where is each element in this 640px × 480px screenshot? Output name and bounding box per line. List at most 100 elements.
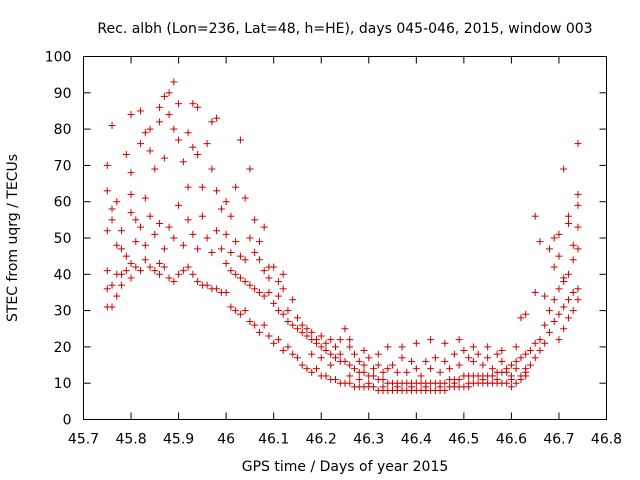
data-point xyxy=(346,343,354,351)
data-point xyxy=(141,194,149,202)
data-point xyxy=(279,310,287,318)
data-point xyxy=(156,219,164,227)
data-point xyxy=(331,376,339,384)
data-point xyxy=(569,288,577,296)
data-point xyxy=(427,365,435,373)
data-point xyxy=(374,350,382,358)
data-point xyxy=(431,354,439,362)
data-point xyxy=(446,365,454,373)
data-point xyxy=(531,354,539,362)
data-point xyxy=(246,165,254,173)
data-point xyxy=(203,281,211,289)
data-point xyxy=(246,234,254,242)
x-tick-label: 46.2 xyxy=(306,432,337,448)
data-point xyxy=(127,209,135,217)
data-point xyxy=(251,216,259,224)
data-point xyxy=(308,350,316,358)
y-tick-label: 10 xyxy=(54,376,72,392)
data-point xyxy=(517,314,525,322)
data-point xyxy=(574,245,582,253)
data-point xyxy=(455,376,463,384)
data-point xyxy=(298,321,306,329)
data-point xyxy=(545,328,553,336)
data-point xyxy=(113,292,121,300)
data-point xyxy=(569,307,577,315)
data-point xyxy=(298,328,306,336)
data-point xyxy=(541,339,549,347)
data-point xyxy=(564,212,572,220)
data-point xyxy=(189,143,197,151)
data-point xyxy=(279,285,287,293)
data-point xyxy=(331,354,339,362)
y-tick-label: 0 xyxy=(63,413,72,429)
data-point xyxy=(560,303,568,311)
data-point xyxy=(118,270,126,278)
x-tick-label: 45.9 xyxy=(163,432,194,448)
data-point xyxy=(255,238,263,246)
x-tick-label: 46.5 xyxy=(448,432,479,448)
data-point xyxy=(422,357,430,365)
data-point xyxy=(574,285,582,293)
data-point xyxy=(227,303,235,311)
data-point xyxy=(450,350,458,358)
data-point xyxy=(274,292,282,300)
data-point xyxy=(255,256,263,264)
data-point xyxy=(465,379,473,387)
data-point xyxy=(455,336,463,344)
data-point xyxy=(170,125,178,133)
data-point xyxy=(127,190,135,198)
data-point xyxy=(236,252,244,260)
data-point xyxy=(317,354,325,362)
data-point xyxy=(170,278,178,286)
data-point xyxy=(450,379,458,387)
data-point xyxy=(213,227,221,235)
data-point xyxy=(175,100,183,108)
data-point xyxy=(232,307,240,315)
data-point xyxy=(308,368,316,376)
data-point xyxy=(184,263,192,271)
data-point xyxy=(194,245,202,253)
data-point xyxy=(545,245,553,253)
data-point xyxy=(298,361,306,369)
data-point xyxy=(194,278,202,286)
data-point xyxy=(156,118,164,126)
data-point xyxy=(208,165,216,173)
data-point xyxy=(108,303,116,311)
data-point xyxy=(503,368,511,376)
data-point xyxy=(360,347,368,355)
data-point xyxy=(189,230,197,238)
data-point xyxy=(293,354,301,362)
data-point xyxy=(550,263,558,271)
data-point xyxy=(455,361,463,369)
data-point xyxy=(336,357,344,365)
data-point xyxy=(465,354,473,362)
data-point xyxy=(569,241,577,249)
data-point xyxy=(198,183,206,191)
data-point xyxy=(203,234,211,242)
data-point xyxy=(146,125,154,133)
data-point xyxy=(284,307,292,315)
data-point xyxy=(384,365,392,373)
data-point xyxy=(574,140,582,148)
data-point xyxy=(222,230,230,238)
data-point xyxy=(179,241,187,249)
data-point xyxy=(108,216,116,224)
data-point xyxy=(303,332,311,340)
data-point xyxy=(512,379,520,387)
data-point xyxy=(160,245,168,253)
data-point xyxy=(441,339,449,347)
data-point xyxy=(550,234,558,242)
data-point xyxy=(507,361,515,369)
x-tick-label: 46.4 xyxy=(401,432,432,448)
data-point xyxy=(536,336,544,344)
data-point xyxy=(270,339,278,347)
x-tick-label: 46.6 xyxy=(496,432,527,448)
data-point xyxy=(555,252,563,260)
data-point xyxy=(260,321,268,329)
y-axis-label: STEC from uqrg / TECUs xyxy=(5,154,21,322)
data-point xyxy=(198,212,206,220)
y-tick-label: 60 xyxy=(54,195,72,211)
plot-frame xyxy=(83,56,607,420)
data-point xyxy=(322,347,330,355)
